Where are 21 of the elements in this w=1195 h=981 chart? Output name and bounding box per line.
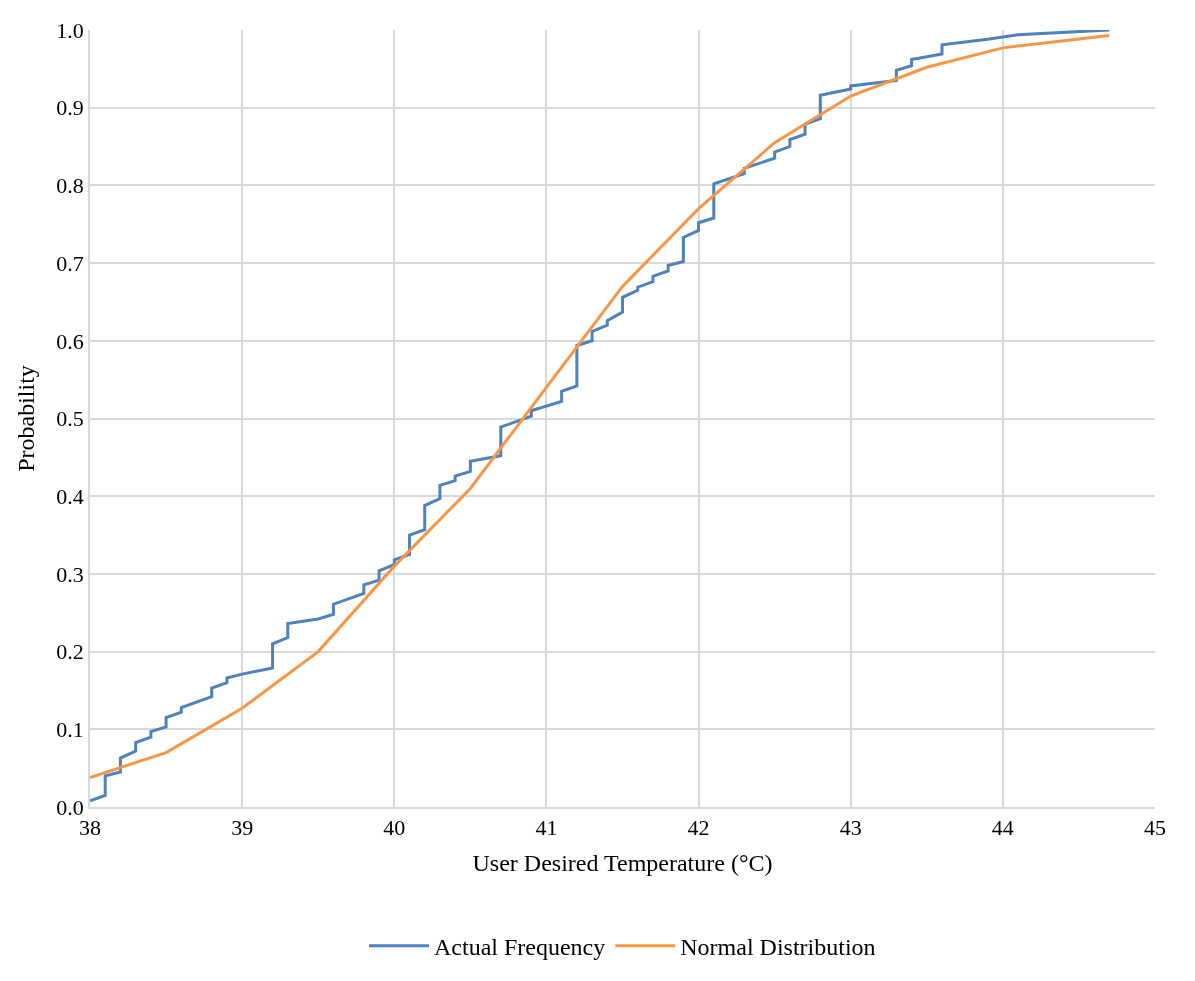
y-tick-label: 0.5	[56, 406, 84, 432]
x-tick-label: 43	[839, 815, 862, 841]
y-tick-label: 0.1	[56, 717, 84, 742]
x-axis-title: User Desired Temperature (°C)	[472, 849, 773, 876]
x-tick-label: 40	[383, 815, 406, 841]
x-tick-label: 44	[991, 815, 1014, 841]
x-tick-label: 42	[687, 815, 710, 841]
y-tick-label: 0.2	[56, 639, 84, 665]
y-tick-label: 1.0	[56, 17, 84, 43]
x-tick-label: 41	[535, 815, 558, 841]
y-tick-label: 0.9	[56, 95, 84, 121]
y-tick-label: 0.4	[56, 483, 84, 509]
y-tick-label: 0.3	[56, 561, 84, 587]
y-tick-label: 0.8	[56, 173, 84, 199]
y-tick-label: 0.7	[56, 250, 84, 276]
legend-label: Actual Frequency	[434, 934, 606, 961]
x-tick-label: 45	[1144, 815, 1166, 841]
y-axis-title: Probability	[12, 365, 39, 472]
y-tick-label: 0.6	[56, 328, 84, 354]
x-tick-label: 39	[231, 815, 254, 841]
legend-label: Normal Distribution	[680, 934, 876, 961]
